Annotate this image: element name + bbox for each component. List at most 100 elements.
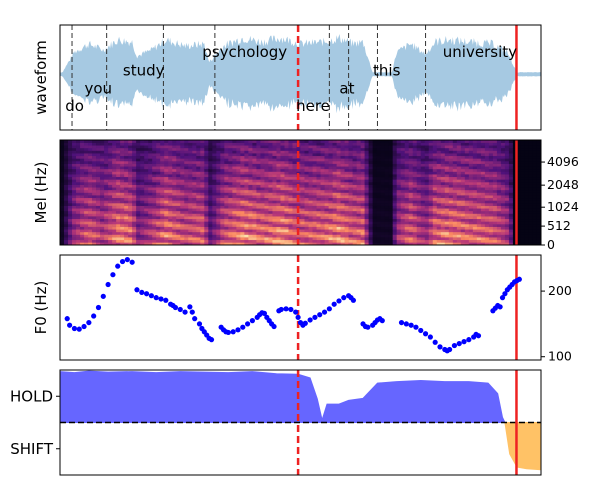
f0-point: [182, 309, 188, 315]
f0-point: [187, 304, 193, 310]
f0-ylabel: F0 (Hz): [32, 281, 50, 335]
f0-frame: [59, 254, 542, 361]
f0-point: [447, 346, 453, 353]
waveform-area: [60, 34, 541, 114]
f0-point: [153, 295, 159, 301]
turn-area-shift: [504, 422, 541, 471]
f0-point: [278, 306, 284, 313]
f0-point: [451, 342, 458, 349]
f0-scatter: [64, 255, 522, 360]
mel-y-tick-label: 2048: [547, 177, 579, 192]
turn-taking-plot: [60, 370, 541, 475]
f0-point: [288, 306, 294, 313]
f0-point: [456, 340, 462, 347]
word-label: here: [296, 97, 330, 115]
f0-point: [461, 339, 467, 345]
f0-point: [317, 312, 323, 318]
waveform-ylabel: waveform: [32, 40, 50, 115]
f0-point: [95, 304, 102, 311]
f0-point: [244, 321, 251, 327]
word-label: you: [84, 80, 112, 98]
f0-panel: 100 200 F0 (Hz): [32, 254, 572, 364]
f0-y-ticks: 100 200: [541, 283, 572, 364]
f0-point: [119, 258, 126, 265]
mel-y-tick-label: 4096: [547, 154, 579, 169]
f0-point: [230, 329, 236, 335]
turn-y-tick-label: HOLD: [10, 387, 53, 405]
mel-y-tick-label: 512: [547, 218, 571, 233]
f0-point: [413, 324, 419, 330]
f0-point: [192, 316, 198, 322]
f0-point: [86, 319, 92, 326]
f0-point: [196, 321, 203, 327]
f0-point: [189, 309, 195, 315]
word-label: study: [123, 61, 165, 79]
f0-point: [172, 304, 179, 311]
f0-point: [100, 293, 106, 299]
f0-y-tick-label: 200: [548, 283, 572, 298]
f0-point: [312, 314, 318, 320]
f0-point: [124, 256, 130, 263]
f0-point: [497, 304, 503, 310]
f0-point: [466, 337, 472, 343]
f0-point: [129, 259, 135, 265]
f0-point: [225, 329, 231, 336]
word-label: psychology: [202, 43, 287, 61]
f0-point: [148, 293, 154, 299]
turn-area-hold: [60, 370, 506, 423]
mel-ylabel: Mel (Hz): [32, 162, 50, 224]
f0-point: [422, 331, 429, 337]
f0-point: [321, 309, 328, 315]
turn-y-tick-label: SHIFT: [10, 440, 54, 458]
f0-point: [427, 334, 433, 340]
f0-point: [293, 309, 299, 315]
f0-point: [398, 319, 405, 326]
f0-point: [177, 306, 183, 313]
f0-point: [208, 337, 215, 343]
f0-point: [158, 296, 164, 302]
word-label: at: [339, 80, 354, 98]
f0-point: [437, 344, 443, 350]
f0-point: [502, 291, 508, 297]
f0-point: [91, 313, 97, 319]
f0-point: [341, 295, 347, 301]
f0-point: [336, 298, 342, 304]
f0-point: [67, 322, 73, 328]
f0-y-tick-label: 100: [548, 349, 572, 364]
word-label: this: [373, 61, 401, 79]
f0-point: [350, 297, 357, 303]
f0-point: [261, 310, 268, 317]
f0-point: [249, 318, 255, 324]
f0-point: [302, 320, 308, 326]
turn-taking-y-ticks: HOLD SHIFT: [10, 387, 60, 458]
turn-taking-panel: HOLD SHIFT: [10, 369, 542, 476]
f0-point: [81, 323, 87, 330]
f0-point: [408, 322, 414, 328]
mel-y-ticks: 0 512 1024 2048 4096: [541, 154, 579, 252]
f0-point: [432, 339, 438, 345]
mel-y-tick-label: 0: [547, 237, 555, 252]
mel-spectrogram-image: [60, 140, 541, 245]
turn-taking-frame: [59, 369, 542, 476]
f0-point: [418, 327, 424, 334]
f0-point: [115, 263, 121, 269]
f0-point: [516, 276, 522, 282]
mel-panel: 0 512 1024 2048 4096 Mel (Hz): [32, 139, 579, 252]
f0-point: [235, 327, 241, 333]
f0-point: [139, 289, 145, 296]
f0-point: [379, 318, 385, 324]
f0-point: [110, 272, 116, 278]
mel-y-tick-label: 1024: [547, 199, 579, 214]
word-label: university: [443, 43, 517, 61]
f0-point: [134, 287, 140, 293]
f0-point: [105, 281, 111, 288]
f0-point: [307, 317, 313, 323]
f0-point: [71, 325, 78, 332]
f0-point: [365, 324, 371, 330]
f0-point: [143, 291, 150, 297]
f0-point: [295, 314, 301, 320]
f0-point: [326, 306, 332, 312]
